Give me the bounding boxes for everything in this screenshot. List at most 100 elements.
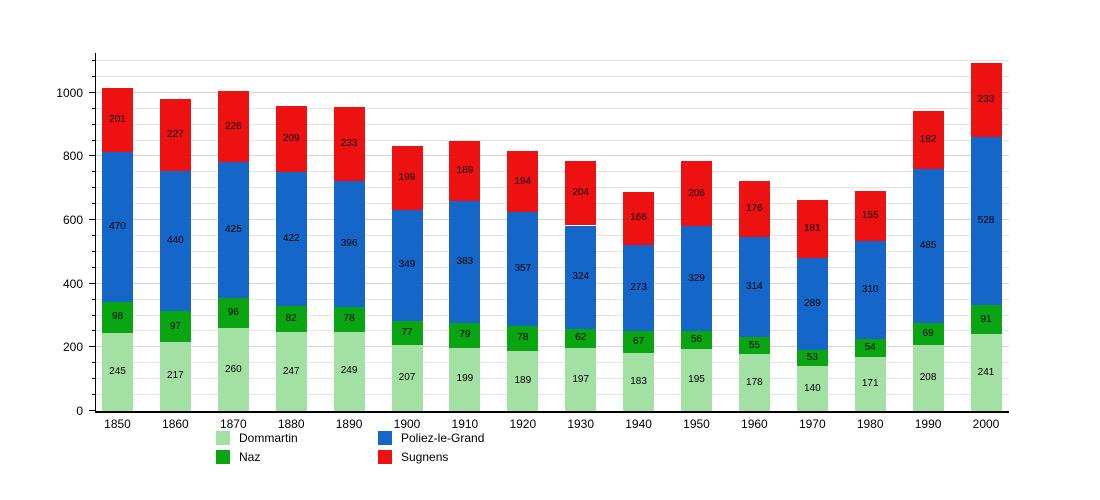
bar-value-label: 204 [572,187,590,199]
y-axis-tick-label: 200 [62,340,83,355]
bar-value-label: 233 [977,94,995,106]
x-axis-tick-label: 1940 [625,417,652,431]
bar-value-label: 97 [169,320,181,332]
bar-segment-sugnens: 227 [159,98,191,172]
bar-segment-poliez-le-grand: 485 [912,168,944,323]
y-axis-minor-tick [92,298,96,300]
bar-value-label: 91 [980,313,992,325]
bar-segment-naz: 77 [391,320,423,346]
bar-value-label: 226 [224,120,242,132]
bar-value-label: 396 [340,237,358,249]
bar-value-label: 78 [517,332,529,344]
minor-gridline [96,330,1009,332]
bar-segment-poliez-le-grand: 289 [796,257,828,350]
y-axis-minor-tick [92,250,96,252]
x-axis-tick-label: 1900 [393,417,421,431]
bar-segment-naz: 82 [275,306,307,333]
legend-swatch-poliez-le-grand [378,431,392,445]
legend-label-naz: Naz [239,450,261,464]
minor-gridline [96,298,1009,300]
bar-value-label: 69 [922,327,934,339]
bar-segment-naz: 56 [681,331,712,349]
bar-segment-sugnens: 226 [217,90,249,163]
bar-segment-dommartin: 217 [159,341,191,411]
y-axis-tick-label: 400 [62,276,83,291]
x-axis-tick-label: 1980 [856,417,884,431]
y-axis-minor-tick [92,187,96,189]
bar-value-label: 155 [861,210,879,222]
bar-segment-dommartin: 241 [970,334,1002,411]
y-axis-minor-tick [92,203,96,205]
bar-value-label: 324 [572,271,590,283]
bar-value-label: 55 [748,339,760,351]
bar-segment-sugnens: 209 [275,105,307,173]
y-axis-tick-label: 0 [76,404,83,418]
bar-value-label: 197 [572,373,590,385]
bar-segment-dommartin: 178 [738,354,770,411]
bar-segment-dommartin: 183 [623,352,655,411]
y-axis-major-tick [89,410,96,411]
bar-segment-naz: 98 [102,301,133,334]
minor-gridline [96,250,1009,252]
bar-segment-dommartin: 171 [854,356,886,411]
y-axis-tick-label: 800 [62,149,83,164]
bar-value-label: 166 [630,212,647,224]
bar-segment-dommartin: 197 [565,348,597,411]
bar-value-label: 82 [285,313,297,325]
bar-value-label: 208 [919,371,937,383]
bar-segment-sugnens: 233 [970,63,1002,138]
x-axis-tick-label: 1960 [741,417,768,431]
bar-segment-sugnens: 201 [102,88,133,153]
bar-segment-poliez-le-grand: 329 [681,226,712,332]
bar-value-label: 140 [803,382,821,394]
bar-segment-dommartin: 189 [507,350,539,411]
x-axis-tick-label: 2000 [972,417,1000,431]
y-axis-minor-tick [92,394,96,396]
bar-value-label: 189 [514,374,532,386]
bar-value-label: 67 [633,336,645,348]
legend-swatch-naz [216,450,230,464]
bar-value-label: 78 [343,313,355,325]
legend-item-dommartin: Dommartin [216,431,298,445]
major-gridline [96,91,1009,93]
y-axis-major-tick [89,155,96,157]
x-axis-tick-label: 1920 [509,417,537,431]
bar-segment-dommartin: 140 [796,366,828,411]
minor-gridline [96,234,1009,236]
bar-segment-sugnens: 189 [449,140,481,201]
x-axis-tick-label: 1890 [335,417,363,431]
bar-segment-naz: 62 [565,328,597,349]
plot-area: 0 200 400 600 800 1000 245 98 470 201 1850 217 97 440… [56,53,1009,431]
y-axis-minor-tick [92,362,96,364]
bar-segment-naz: 53 [796,349,828,367]
bar-value-label: 201 [109,114,126,126]
x-axis-tick-label: 1860 [162,417,189,431]
bar-value-label: 171 [861,377,879,389]
bar-value-label: 349 [398,259,416,271]
bar-value-label: 96 [227,306,239,318]
y-axis-major-tick [89,282,96,284]
y-axis-tick-label: 1000 [56,85,83,100]
major-gridline [96,346,1009,348]
bar-segment-dommartin: 207 [391,345,423,411]
minor-gridline [96,362,1009,364]
bar-segment-poliez-le-grand: 273 [623,244,655,332]
bar-value-label: 79 [459,329,471,341]
bar-segment-sugnens: 206 [681,160,712,227]
legend-label-poliez-le-grand: Poliez-le-Grand [401,431,485,445]
bar-segment-sugnens: 181 [796,200,828,258]
bar-segment-dommartin: 247 [275,332,307,411]
bar-segment-sugnens: 182 [912,110,944,169]
minor-gridline [96,187,1009,189]
minor-gridline [96,107,1009,109]
bar-segment-naz: 67 [623,331,655,353]
bar-value-label: 383 [456,255,474,267]
minor-gridline [96,139,1009,141]
bar-segment-dommartin: 249 [333,331,365,411]
bar-value-label: 206 [688,187,705,199]
bar-segment-poliez-le-grand: 310 [854,240,886,340]
bar-value-label: 98 [111,311,124,323]
y-axis-major-tick [89,219,96,221]
bar-value-label: 329 [688,272,705,284]
bar-value-label: 241 [977,366,995,378]
